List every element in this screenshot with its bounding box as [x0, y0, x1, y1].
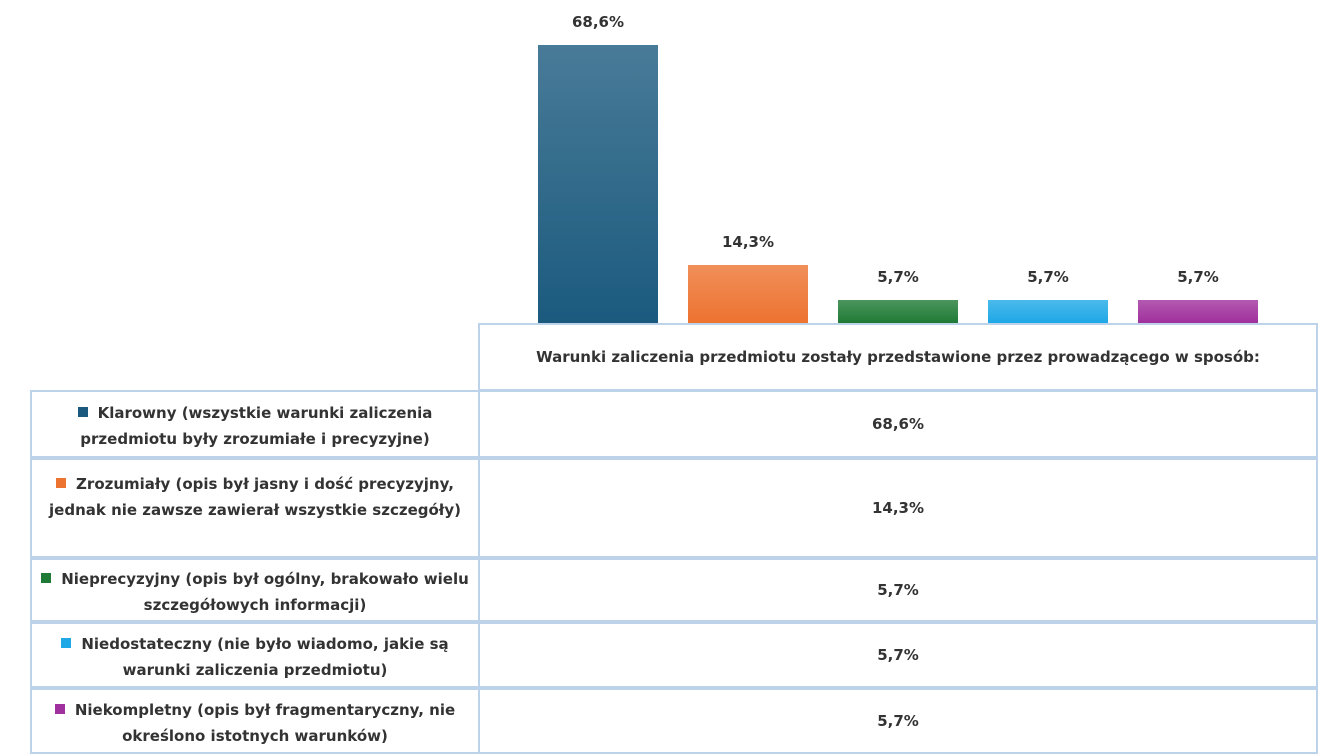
table-header: Warunki zaliczenia przedmiotu zostały pr… [478, 323, 1318, 391]
bar [1138, 299, 1258, 323]
legend-key [56, 478, 67, 488]
legend-cell: Nieprecyzyjny (opis był ogólny, brakował… [30, 558, 480, 622]
legend-label: Klarowny (wszystkie warunki zaliczenia p… [80, 404, 433, 448]
bar [538, 45, 658, 323]
legend-cell: Klarowny (wszystkie warunki zaliczenia p… [30, 390, 480, 458]
legend-key [54, 704, 65, 714]
legend-key [41, 573, 52, 583]
legend-key [61, 638, 72, 648]
table-value: 5,7% [478, 622, 1318, 688]
data-label: 5,7% [1027, 267, 1069, 286]
legend-cell: Niekompletny (opis był fragmentaryczny, … [30, 688, 480, 754]
legend-key [77, 407, 88, 417]
legend-cell: Zrozumiały (opis był jasny i dość precyz… [30, 458, 480, 558]
legend-label: Zrozumiały (opis był jasny i dość precyz… [49, 475, 461, 519]
table-value: 5,7% [478, 688, 1318, 754]
data-label: 14,3% [721, 233, 775, 252]
legend-label: Niedostateczny (nie było wiadomo, jakie … [81, 635, 449, 679]
table-value: 68,6% [478, 390, 1318, 458]
bar [838, 299, 958, 323]
data-label: 5,7% [1177, 267, 1219, 286]
legend-label: Niekompletny (opis był fragmentaryczny, … [74, 701, 456, 745]
bar [988, 299, 1108, 323]
legend-cell: Niedostateczny (nie było wiadomo, jakie … [30, 622, 480, 688]
table-value: 14,3% [478, 458, 1318, 558]
bar [688, 265, 808, 323]
data-label: 68,6% [571, 13, 625, 32]
data-label: 5,7% [877, 267, 919, 286]
legend-label: Nieprecyzyjny (opis był ogólny, brakował… [61, 570, 469, 614]
table-value: 5,7% [478, 558, 1318, 622]
